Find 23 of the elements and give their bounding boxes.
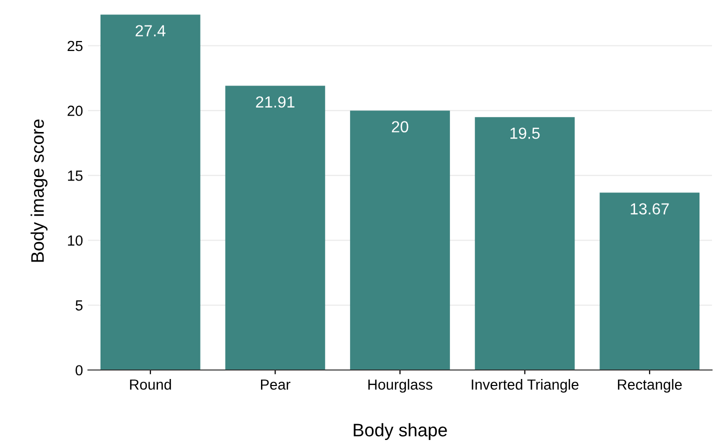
bar bbox=[100, 14, 200, 370]
bar bbox=[350, 110, 450, 370]
x-tick-label: Inverted Triangle bbox=[472, 379, 578, 393]
data-label: 13.67 bbox=[630, 203, 669, 215]
data-label: 27.4 bbox=[136, 25, 166, 36]
y-tick-label: 10 bbox=[68, 235, 83, 246]
y-tick-label: 25 bbox=[68, 40, 83, 52]
bar bbox=[225, 86, 326, 370]
y-tick-label: 15 bbox=[68, 170, 83, 181]
data-label: 19.5 bbox=[510, 128, 540, 139]
x-tick-label: Round bbox=[130, 379, 171, 390]
bar bbox=[474, 117, 575, 370]
y-tick-label: 5 bbox=[76, 300, 83, 311]
x-tick-label: Rectangle bbox=[618, 379, 682, 393]
data-label: 20 bbox=[392, 121, 408, 132]
y-axis-title: Body image score bbox=[30, 120, 48, 262]
bar bbox=[600, 192, 700, 370]
x-axis-title: Body shape bbox=[354, 423, 447, 440]
x-tick-label: Hourglass bbox=[368, 379, 432, 393]
x-tick-label: Pear bbox=[260, 380, 290, 390]
y-tick-label: 20 bbox=[68, 106, 83, 116]
y-tick-label: 0 bbox=[76, 365, 83, 376]
data-label: 21.91 bbox=[256, 96, 294, 108]
